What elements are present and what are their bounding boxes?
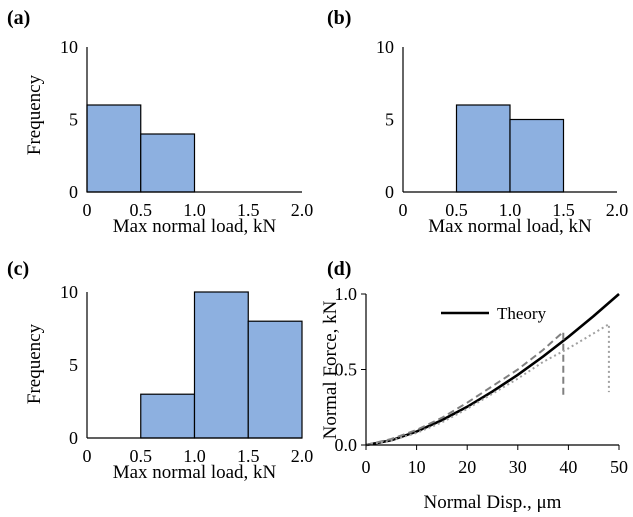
y-tick-label: 0 [69,182,78,202]
series-line [365,293,620,447]
x-tick-label: 40 [559,457,577,477]
y-axis-title: Frequency [24,323,45,404]
panel-label: (d) [327,258,351,280]
histogram-bar [509,118,565,193]
y-tick-label: 1.0 [335,284,358,304]
x-tick-label: 0 [83,200,92,220]
x-tick-label: 1.0 [183,200,206,220]
legend-label: Theory [497,304,547,323]
panel-label: (b) [327,7,351,29]
histogram-bar [193,291,249,439]
y-tick-label: 0.5 [335,360,358,380]
y-axis-title: Normal Force, kN [320,300,341,439]
x-tick-label: 1.5 [552,200,575,220]
x-tick-label: 2.0 [291,200,314,220]
histogram-bar [455,104,511,193]
x-axis-title: Max normal load, kN [428,216,592,237]
y-tick-label: 0.0 [335,435,358,455]
panel-label: (a) [7,7,30,29]
series-line [365,329,565,446]
x-tick-label: 50 [610,457,628,477]
x-tick-label: 10 [408,457,426,477]
histogram-bar [140,393,196,439]
x-axis-title: Max normal load, kN [113,462,277,483]
panel-label: (c) [7,258,29,280]
y-tick-label: 10 [60,282,78,302]
y-tick-label: 0 [385,182,394,202]
y-axis-title: Frequency [24,74,45,155]
y-tick-label: 5 [69,355,78,375]
y-tick-label: 10 [60,37,78,57]
histogram-bar [247,320,303,439]
x-tick-label: 0.5 [445,200,468,220]
x-tick-label: 2.0 [606,200,629,220]
series-line [365,322,610,446]
x-axis-title: Max normal load, kN [113,216,277,237]
x-tick-label: 30 [509,457,527,477]
x-tick-label: 1.0 [499,200,522,220]
x-tick-label: 0 [362,457,371,477]
x-tick-label: 2.0 [291,446,314,466]
x-tick-label: 1.0 [183,446,206,466]
x-tick-label: 1.5 [237,200,260,220]
y-tick-label: 10 [376,37,394,57]
histogram-bar [140,133,196,193]
x-tick-label: 0.5 [130,200,153,220]
y-tick-label: 0 [69,428,78,448]
x-tick-label: 20 [458,457,476,477]
x-tick-label: 1.5 [237,446,260,466]
x-axis-title: Normal Disp., μm [424,492,562,513]
x-tick-label: 0 [399,200,408,220]
y-tick-label: 5 [69,110,78,130]
histogram-bar [86,104,142,193]
x-tick-label: 0 [83,446,92,466]
y-tick-label: 5 [385,110,394,130]
x-tick-label: 0.5 [130,446,153,466]
